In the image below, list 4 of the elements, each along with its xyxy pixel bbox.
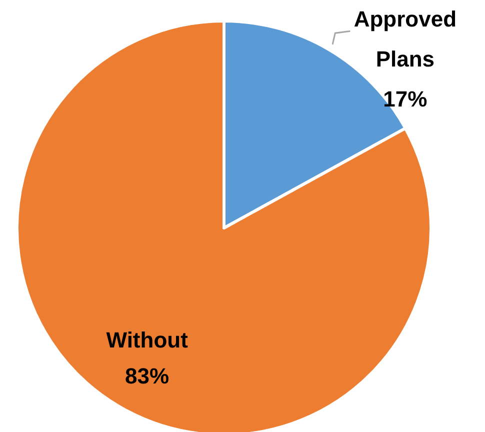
- data-label: 17%: [383, 86, 428, 112]
- slice-label: Approved Plans: [354, 6, 457, 72]
- slice-label: Without: [106, 328, 189, 353]
- data-label: 83%: [125, 364, 170, 389]
